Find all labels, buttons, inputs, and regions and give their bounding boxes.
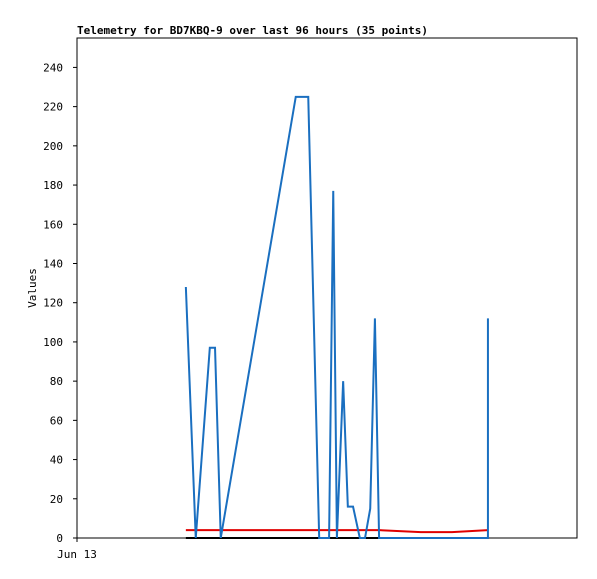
y-tick-label: 240 — [43, 61, 63, 74]
series-line — [185, 529, 488, 534]
y-tick-label: 180 — [43, 179, 63, 192]
plot-frame — [76, 37, 578, 539]
x-tick-label: Jun 13 — [57, 548, 97, 561]
y-tick-label: 200 — [43, 140, 63, 153]
y-tick-label: 120 — [43, 297, 63, 310]
y-tick-label: 60 — [50, 414, 63, 427]
y-tick-label: 40 — [50, 454, 63, 467]
series-line — [184, 95, 489, 539]
y-tick-label: 100 — [43, 336, 63, 349]
y-tick-label: 140 — [43, 257, 63, 270]
y-tick-label: 0 — [56, 532, 63, 545]
y-tick-label: 220 — [43, 101, 63, 114]
chart-title: Telemetry for BD7KBQ-9 over last 96 hour… — [77, 24, 428, 37]
y-tick-label: 80 — [50, 375, 63, 388]
y-tick-label: 20 — [50, 493, 63, 506]
y-tick-label: 160 — [43, 218, 63, 231]
y-axis-label: Values — [26, 268, 39, 308]
